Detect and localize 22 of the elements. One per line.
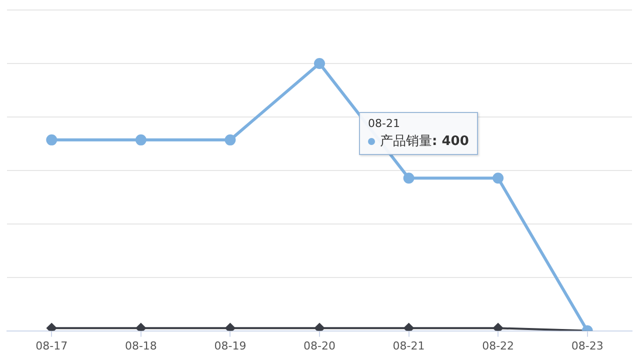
x-tick-label: 08-21: [392, 339, 425, 352]
point: [225, 323, 236, 331]
point: [224, 134, 236, 146]
x-tick-label: 08-23: [571, 339, 604, 352]
point: [493, 323, 504, 331]
point: [404, 323, 414, 331]
point: [136, 323, 146, 331]
point: [403, 172, 414, 184]
annotation: 08-21: [368, 117, 401, 130]
annotation: : 400: [432, 134, 469, 149]
point: [46, 134, 58, 146]
x-tick-label: 08-20: [304, 339, 336, 352]
point: [135, 134, 146, 146]
x-tick-label: 08-18: [124, 339, 157, 352]
x-tick-label: 08-17: [36, 339, 68, 352]
point: [46, 323, 57, 331]
point: [314, 323, 324, 331]
point: [492, 172, 504, 184]
point: [314, 58, 325, 69]
x-tick-label: 08-22: [482, 339, 514, 352]
legend-label: 产品销量: [380, 134, 432, 149]
x-tick-label: 08-19: [214, 339, 246, 352]
